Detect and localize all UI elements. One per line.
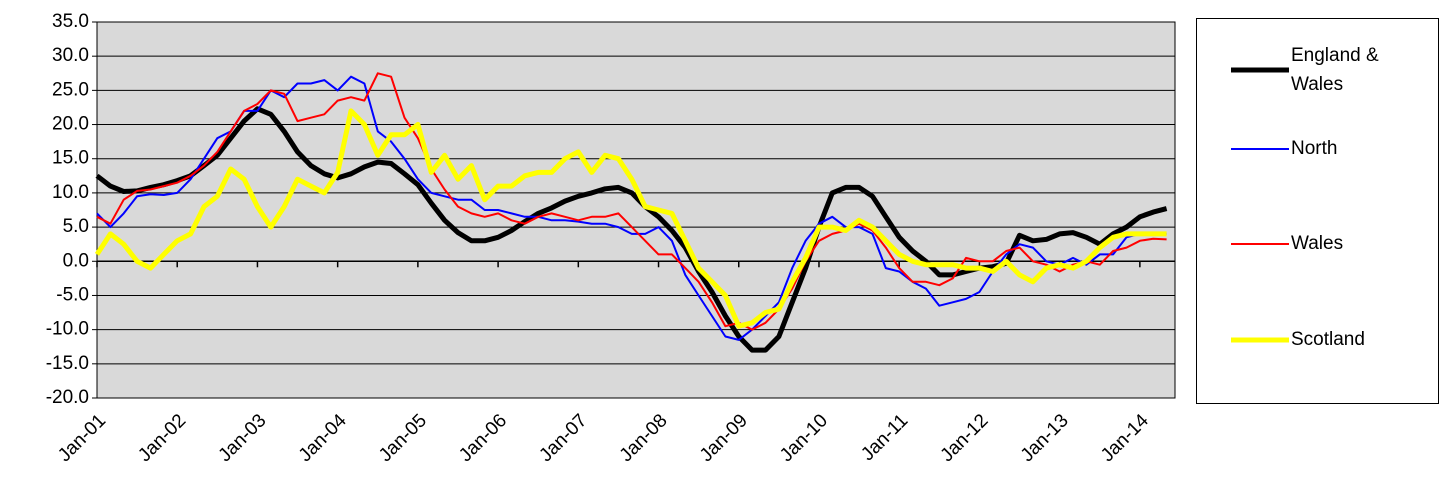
- legend-swatch: [1231, 147, 1289, 150]
- series-line: [94, 108, 1167, 329]
- legend-entry: England & Wales: [1231, 41, 1411, 99]
- plot-area: [96, 21, 1176, 399]
- legend-swatch: [1231, 337, 1289, 342]
- legend-entry: North: [1231, 134, 1411, 163]
- y-tick-label: -15.0: [46, 353, 89, 374]
- y-tick-label: -5.0: [56, 284, 89, 305]
- legend-label: England & Wales: [1291, 45, 1379, 95]
- y-tick-label: 25.0: [52, 79, 89, 100]
- x-tick-label: Jan-01: [54, 410, 110, 466]
- y-tick-label: 20.0: [52, 114, 89, 135]
- y-tick-label: -10.0: [46, 319, 89, 340]
- x-tick-label: Jan-06: [455, 410, 511, 466]
- y-tick-label: 35.0: [52, 11, 89, 32]
- series-line: [95, 106, 1168, 353]
- legend-label: North: [1291, 138, 1338, 159]
- legend-swatch: [1231, 67, 1289, 73]
- x-tick-label: Jan-04: [295, 410, 351, 466]
- x-tick-label: Jan-11: [857, 410, 912, 465]
- chart: -20.0 -15.0 -10.0 -5.0 0.0 5.0 10.0 15.0 20.0 25.…: [46, 11, 1176, 466]
- legend-swatch: [1231, 242, 1289, 245]
- y-tick-label: 0.0: [63, 250, 89, 271]
- y-tick-label: -20.0: [46, 387, 89, 408]
- y-tick-label: 5.0: [63, 216, 89, 237]
- x-tick-label: Jan-13: [1017, 410, 1073, 466]
- x-tick-label: Jan-05: [375, 410, 431, 466]
- legend-label: Wales: [1291, 233, 1344, 254]
- x-tick-label: Jan-02: [134, 410, 190, 466]
- legend-entry: Scotland: [1231, 325, 1411, 354]
- series-line: [96, 72, 1167, 331]
- legend-label: Scotland: [1291, 329, 1365, 350]
- series-line: [96, 75, 1167, 341]
- y-tick-label: 30.0: [52, 45, 89, 66]
- x-tick-label: Jan-03: [215, 410, 271, 466]
- x-tick-label: Jan-12: [937, 410, 993, 466]
- x-tick-label: Jan-14: [1097, 410, 1153, 466]
- y-tick-label: 15.0: [52, 148, 89, 169]
- x-tick-label: Jan-08: [616, 410, 672, 466]
- legend: England & Wales North Wales Scotland: [1196, 18, 1439, 404]
- legend-entry: Wales: [1231, 229, 1411, 258]
- x-tick-label: Jan-07: [535, 410, 591, 466]
- x-tick-label: Jan-10: [776, 410, 832, 466]
- x-tick-label: Jan-09: [696, 410, 752, 466]
- y-tick-label: 10.0: [52, 182, 89, 203]
